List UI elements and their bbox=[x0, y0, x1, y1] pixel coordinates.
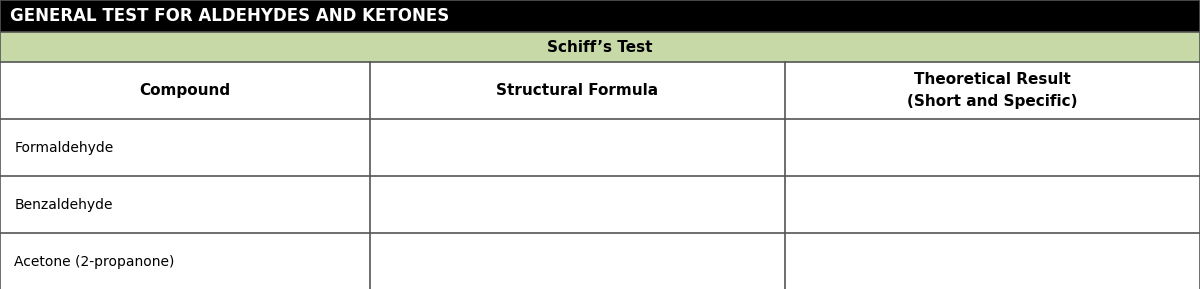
Text: Benzaldehyde: Benzaldehyde bbox=[14, 197, 113, 212]
Text: Structural Formula: Structural Formula bbox=[496, 83, 659, 98]
Bar bbox=[0, 176, 1200, 233]
Text: GENERAL TEST FOR ALDEHYDES AND KETONES: GENERAL TEST FOR ALDEHYDES AND KETONES bbox=[10, 7, 449, 25]
Text: Schiff’s Test: Schiff’s Test bbox=[547, 40, 653, 55]
Bar bbox=[0, 32, 1200, 62]
Bar bbox=[0, 233, 1200, 289]
Bar bbox=[0, 119, 1200, 176]
Text: Formaldehyde: Formaldehyde bbox=[14, 140, 114, 155]
Text: Compound: Compound bbox=[139, 83, 230, 98]
Text: Theoretical Result
(Short and Specific): Theoretical Result (Short and Specific) bbox=[907, 72, 1078, 109]
Text: Acetone (2-propanone): Acetone (2-propanone) bbox=[14, 255, 175, 268]
Bar bbox=[0, 0, 1200, 32]
Bar bbox=[0, 62, 1200, 119]
